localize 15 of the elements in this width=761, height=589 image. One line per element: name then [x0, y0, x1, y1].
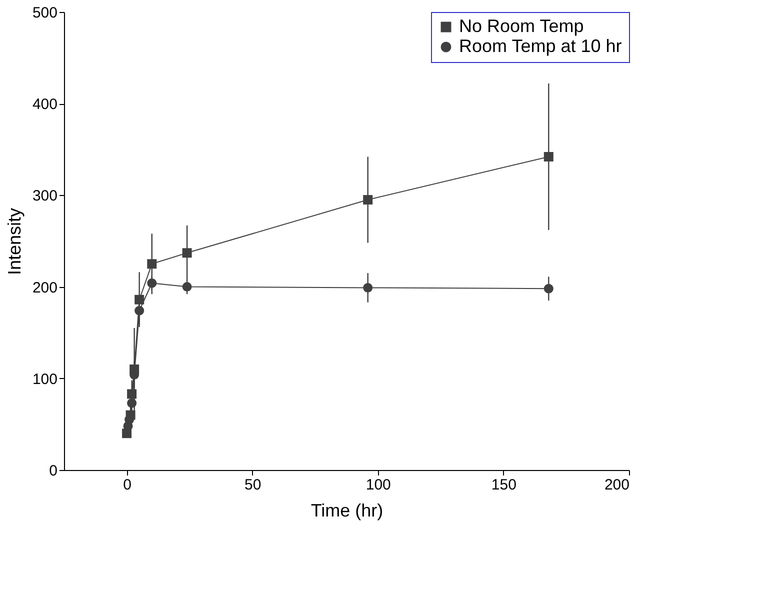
- y-tick-label: 500: [32, 4, 58, 22]
- y-tick-label: 400: [32, 96, 58, 114]
- y-tick-label: 100: [32, 370, 58, 388]
- y-tick-label: 200: [32, 279, 58, 296]
- x-tick-label: 150: [491, 476, 516, 494]
- legend-label: No Room Temp: [459, 16, 584, 36]
- x-tick-label: 50: [244, 476, 262, 494]
- x-tick-label: 200: [604, 476, 630, 494]
- x-axis-title: Time (hr): [310, 500, 384, 520]
- x-tick-label: 100: [366, 476, 391, 494]
- y-tick-label: 0: [49, 462, 58, 480]
- y-tick-label: 300: [32, 188, 58, 205]
- y-axis-title: Intensity: [4, 208, 24, 276]
- legend-label: Room Temp at 10 hr: [459, 36, 622, 56]
- x-tick-label: 0: [123, 476, 132, 494]
